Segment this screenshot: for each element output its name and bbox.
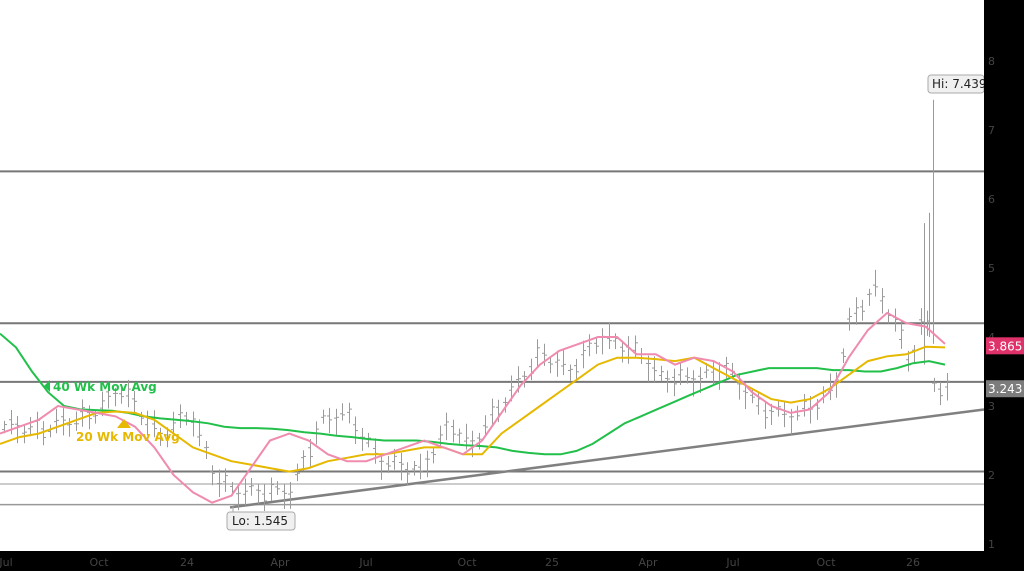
y-tick-label: 3 — [988, 400, 995, 413]
y-tick-label: 1 — [988, 538, 995, 551]
x-tick-label: Jul — [0, 556, 13, 569]
x-tick-label: Apr — [270, 556, 290, 569]
x-tick-label: Apr — [638, 556, 658, 569]
ma40-label: 40 Wk Mov Avg — [53, 380, 157, 394]
y-tick-label: 5 — [988, 262, 995, 275]
price-tag — [986, 337, 1024, 355]
x-tick-label: Jul — [358, 556, 372, 569]
x-tick-label: 24 — [180, 556, 194, 569]
x-tick-label: Oct — [89, 556, 109, 569]
ma20-label: 20 Wk Mov Avg — [76, 430, 180, 444]
ma20-marker-icon — [117, 419, 131, 428]
y-tick-label: 7 — [988, 124, 995, 137]
y-tick-label: 6 — [988, 193, 995, 206]
price-tag-label: 3.243 — [988, 382, 1022, 396]
price-tag-label: 3.865 — [988, 339, 1022, 353]
trend-line — [229, 408, 985, 509]
y-axis-strip — [984, 0, 1024, 551]
ma-line-1 — [0, 345, 946, 473]
low-callout-label: Lo: 1.545 — [232, 514, 288, 528]
ma40-marker-icon — [44, 380, 50, 392]
x-tick-label: Jul — [725, 556, 739, 569]
x-tick-label: Oct — [816, 556, 836, 569]
x-tick-label: Oct — [457, 556, 477, 569]
y-tick-label: 8 — [988, 55, 995, 68]
high-callout-label: Hi: 7.439 — [932, 77, 987, 91]
plot-background — [0, 0, 984, 551]
ma-line-2 — [0, 311, 946, 504]
x-tick-label: 26 — [906, 556, 920, 569]
x-axis-strip — [0, 551, 1024, 571]
x-tick-label: 25 — [545, 556, 559, 569]
ma-line-0 — [0, 332, 946, 456]
y-tick-label: 2 — [988, 469, 995, 482]
low-callout — [226, 511, 296, 531]
price-tag — [986, 380, 1024, 398]
